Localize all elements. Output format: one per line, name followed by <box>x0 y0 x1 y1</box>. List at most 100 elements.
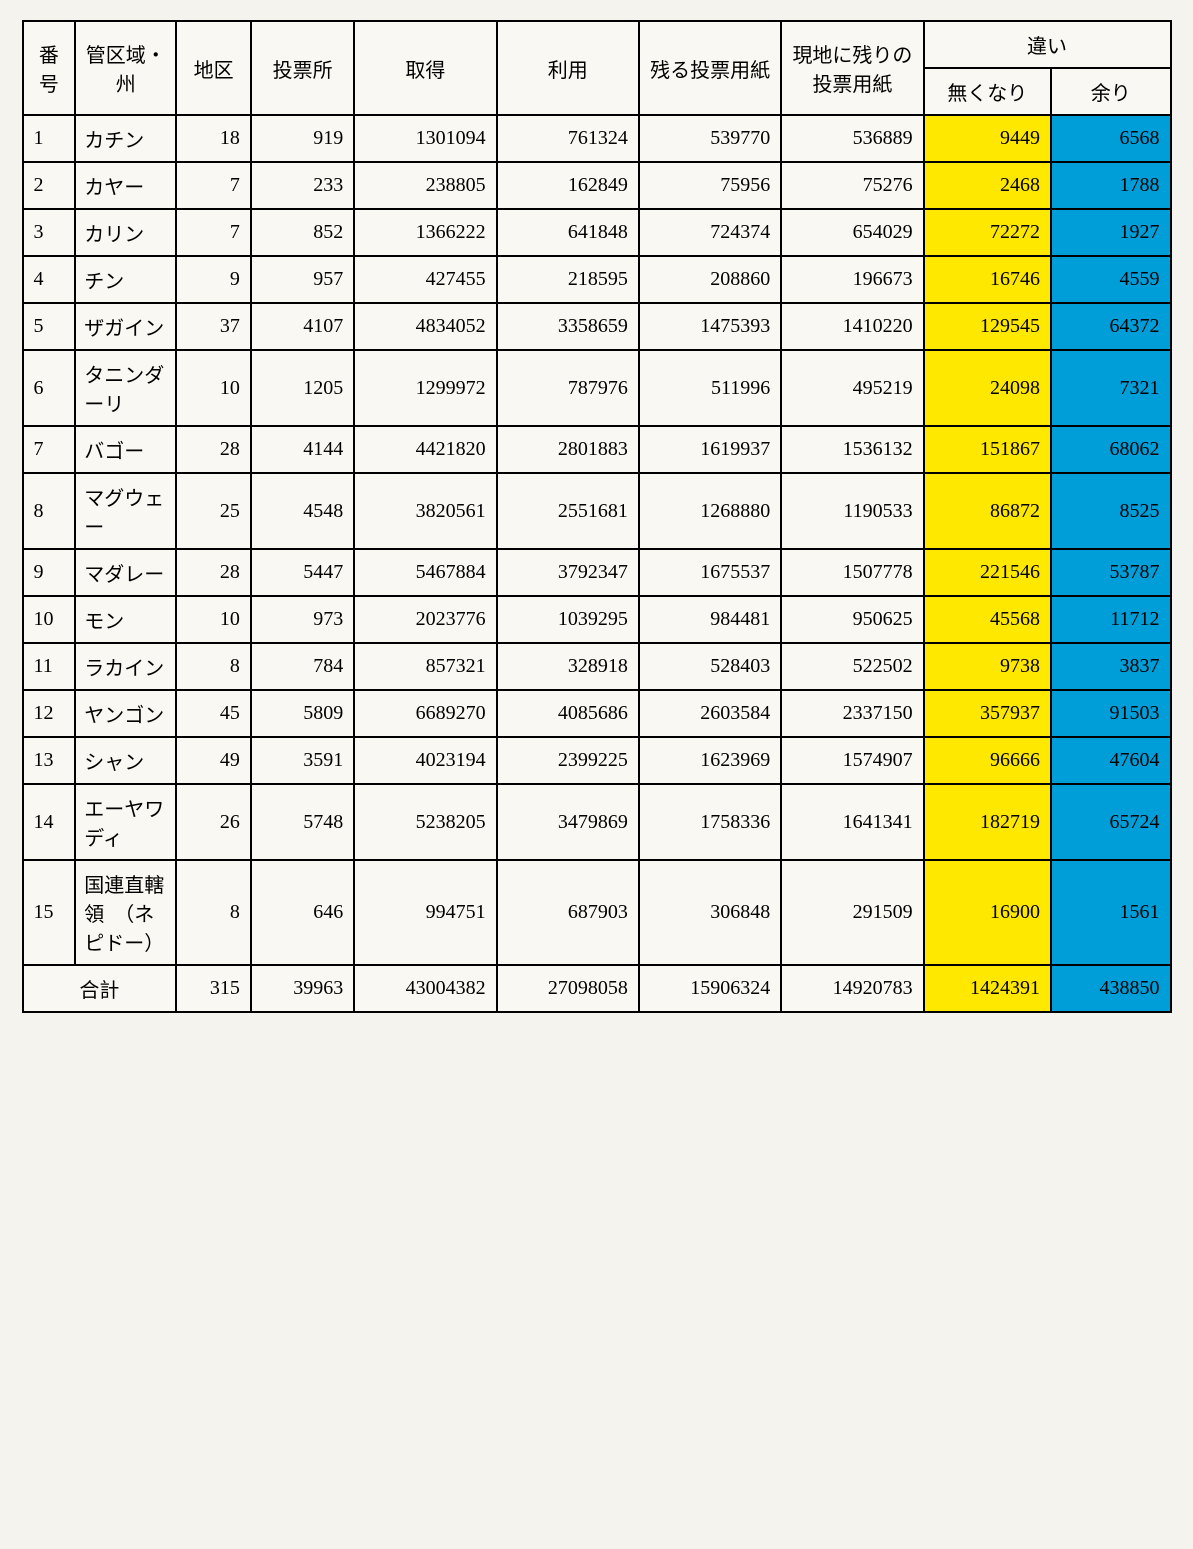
header-missing: 無くなり <box>924 68 1051 115</box>
cell-region: カヤー <box>75 162 176 209</box>
cell-remaining: 1268880 <box>639 473 781 549</box>
cell-polling: 646 <box>251 860 354 965</box>
cell-obtained: 3820561 <box>354 473 496 549</box>
cell-remaining: 984481 <box>639 596 781 643</box>
cell-onsite-remaining: 75276 <box>781 162 923 209</box>
table-row: 2カヤー7233238805162849759567527624681788 <box>23 162 1171 209</box>
data-table: 番号 管区域・州 地区 投票所 取得 利用 残る投票用紙 現地に残りの投票用紙 … <box>22 20 1172 1013</box>
cell-surplus: 6568 <box>1051 115 1170 162</box>
cell-surplus: 3837 <box>1051 643 1170 690</box>
cell-obtained: 238805 <box>354 162 496 209</box>
cell-used: 1039295 <box>497 596 639 643</box>
cell-obtained: 5467884 <box>354 549 496 596</box>
cell-onsite-remaining: 1536132 <box>781 426 923 473</box>
header-district: 地区 <box>176 21 251 115</box>
cell-surplus: 1561 <box>1051 860 1170 965</box>
cell-onsite-remaining: 522502 <box>781 643 923 690</box>
header-polling: 投票所 <box>251 21 354 115</box>
cell-used: 2801883 <box>497 426 639 473</box>
table-row: 11ラカイン8784857321328918528403522502973838… <box>23 643 1171 690</box>
cell-surplus: 8525 <box>1051 473 1170 549</box>
cell-index: 3 <box>23 209 76 256</box>
table-row: 9マダレー28544754678843792347167553715077782… <box>23 549 1171 596</box>
cell-total-obtained: 43004382 <box>354 965 496 1012</box>
cell-index: 14 <box>23 784 76 860</box>
cell-onsite-remaining: 291509 <box>781 860 923 965</box>
cell-onsite-remaining: 1507778 <box>781 549 923 596</box>
cell-remaining: 511996 <box>639 350 781 426</box>
cell-district: 8 <box>176 860 251 965</box>
cell-missing: 24098 <box>924 350 1051 426</box>
cell-onsite-remaining: 196673 <box>781 256 923 303</box>
cell-missing: 16746 <box>924 256 1051 303</box>
cell-missing: 129545 <box>924 303 1051 350</box>
cell-region: シャン <box>75 737 176 784</box>
cell-surplus: 91503 <box>1051 690 1170 737</box>
header-obtained: 取得 <box>354 21 496 115</box>
table-row: 4チン9957427455218595208860196673167464559 <box>23 256 1171 303</box>
cell-total-remaining: 15906324 <box>639 965 781 1012</box>
cell-polling: 4107 <box>251 303 354 350</box>
cell-obtained: 4023194 <box>354 737 496 784</box>
cell-obtained: 6689270 <box>354 690 496 737</box>
cell-index: 15 <box>23 860 76 965</box>
table-row: 8マグウェー2545483820561255168112688801190533… <box>23 473 1171 549</box>
cell-polling: 852 <box>251 209 354 256</box>
cell-onsite-remaining: 1641341 <box>781 784 923 860</box>
cell-region: カチン <box>75 115 176 162</box>
cell-obtained: 1301094 <box>354 115 496 162</box>
cell-index: 10 <box>23 596 76 643</box>
cell-onsite-remaining: 654029 <box>781 209 923 256</box>
cell-missing: 16900 <box>924 860 1051 965</box>
cell-region: マダレー <box>75 549 176 596</box>
cell-total-missing: 1424391 <box>924 965 1051 1012</box>
cell-index: 13 <box>23 737 76 784</box>
cell-polling: 784 <box>251 643 354 690</box>
header-difference-group: 違い <box>924 21 1171 68</box>
cell-used: 162849 <box>497 162 639 209</box>
cell-district: 25 <box>176 473 251 549</box>
cell-region: エーヤワディ <box>75 784 176 860</box>
table-row: 15国連直轄領 （ネピドー）86469947516879033068482915… <box>23 860 1171 965</box>
table-row: 3カリン785213662226418487243746540297227219… <box>23 209 1171 256</box>
table-row: 1カチン189191301094761324539770536889944965… <box>23 115 1171 162</box>
cell-remaining: 2603584 <box>639 690 781 737</box>
cell-onsite-remaining: 950625 <box>781 596 923 643</box>
cell-obtained: 427455 <box>354 256 496 303</box>
cell-total-onsite-remaining: 14920783 <box>781 965 923 1012</box>
cell-missing: 72272 <box>924 209 1051 256</box>
cell-index: 11 <box>23 643 76 690</box>
cell-polling: 4548 <box>251 473 354 549</box>
table-row: 13シャン49359140231942399225162396915749079… <box>23 737 1171 784</box>
cell-region: タニンダーリ <box>75 350 176 426</box>
cell-surplus: 7321 <box>1051 350 1170 426</box>
cell-used: 2551681 <box>497 473 639 549</box>
cell-polling: 5447 <box>251 549 354 596</box>
cell-used: 4085686 <box>497 690 639 737</box>
cell-district: 28 <box>176 549 251 596</box>
header-index: 番号 <box>23 21 76 115</box>
table-row: 6タニンダーリ101205129997278797651199649521924… <box>23 350 1171 426</box>
cell-remaining: 1675537 <box>639 549 781 596</box>
cell-surplus: 53787 <box>1051 549 1170 596</box>
cell-missing: 357937 <box>924 690 1051 737</box>
cell-index: 12 <box>23 690 76 737</box>
cell-total-polling: 39963 <box>251 965 354 1012</box>
cell-region: ヤンゴン <box>75 690 176 737</box>
table-head: 番号 管区域・州 地区 投票所 取得 利用 残る投票用紙 現地に残りの投票用紙 … <box>23 21 1171 115</box>
cell-index: 6 <box>23 350 76 426</box>
cell-onsite-remaining: 536889 <box>781 115 923 162</box>
cell-remaining: 208860 <box>639 256 781 303</box>
table-row: 12ヤンゴン4558096689270408568626035842337150… <box>23 690 1171 737</box>
cell-obtained: 994751 <box>354 860 496 965</box>
cell-index: 5 <box>23 303 76 350</box>
cell-remaining: 75956 <box>639 162 781 209</box>
table-row: 14エーヤワディ26574852382053479869175833616413… <box>23 784 1171 860</box>
table-row: 10モン109732023776103929598448195062545568… <box>23 596 1171 643</box>
cell-polling: 957 <box>251 256 354 303</box>
cell-obtained: 4421820 <box>354 426 496 473</box>
cell-onsite-remaining: 1574907 <box>781 737 923 784</box>
cell-surplus: 68062 <box>1051 426 1170 473</box>
cell-total-district: 315 <box>176 965 251 1012</box>
cell-used: 328918 <box>497 643 639 690</box>
